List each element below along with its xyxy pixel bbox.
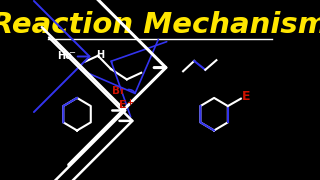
Text: Ho: Ho xyxy=(58,51,72,62)
Text: H: H xyxy=(97,50,105,60)
Text: E: E xyxy=(242,90,251,103)
Text: +: + xyxy=(126,98,133,107)
Text: Reaction Mechanism: Reaction Mechanism xyxy=(0,11,320,39)
Text: E: E xyxy=(119,100,126,110)
Text: Br: Br xyxy=(112,86,125,96)
Text: −: − xyxy=(68,48,75,57)
